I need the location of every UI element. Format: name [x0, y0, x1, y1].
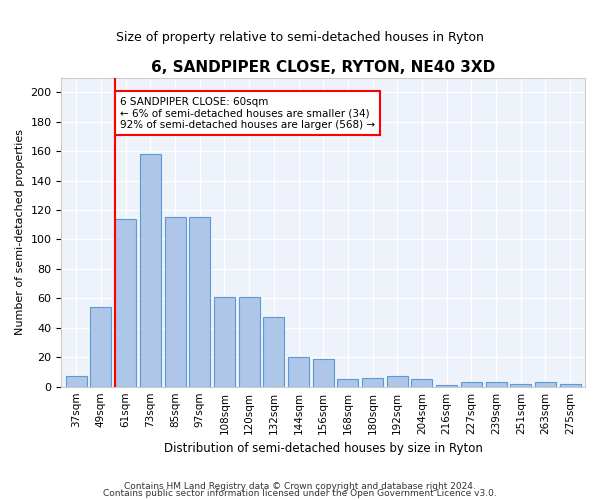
Bar — [214, 297, 235, 386]
Bar — [412, 380, 433, 386]
Bar — [263, 318, 284, 386]
Bar — [485, 382, 506, 386]
Bar — [461, 382, 482, 386]
Bar — [66, 376, 87, 386]
Bar — [140, 154, 161, 386]
Bar — [189, 218, 210, 386]
Title: 6, SANDPIPER CLOSE, RYTON, NE40 3XD: 6, SANDPIPER CLOSE, RYTON, NE40 3XD — [151, 60, 496, 75]
Bar — [510, 384, 531, 386]
Bar — [560, 384, 581, 386]
Text: Contains public sector information licensed under the Open Government Licence v3: Contains public sector information licen… — [103, 489, 497, 498]
Bar — [239, 297, 260, 386]
Bar — [91, 307, 112, 386]
Bar — [436, 385, 457, 386]
Bar — [337, 380, 358, 386]
Bar — [362, 378, 383, 386]
Bar — [288, 357, 309, 386]
Bar — [313, 358, 334, 386]
Text: 6 SANDPIPER CLOSE: 60sqm
← 6% of semi-detached houses are smaller (34)
92% of se: 6 SANDPIPER CLOSE: 60sqm ← 6% of semi-de… — [120, 96, 375, 130]
X-axis label: Distribution of semi-detached houses by size in Ryton: Distribution of semi-detached houses by … — [164, 442, 482, 455]
Bar — [115, 219, 136, 386]
Y-axis label: Number of semi-detached properties: Number of semi-detached properties — [15, 129, 25, 335]
Bar — [535, 382, 556, 386]
Bar — [164, 218, 185, 386]
Text: Contains HM Land Registry data © Crown copyright and database right 2024.: Contains HM Land Registry data © Crown c… — [124, 482, 476, 491]
Bar — [387, 376, 408, 386]
Text: Size of property relative to semi-detached houses in Ryton: Size of property relative to semi-detach… — [116, 31, 484, 44]
